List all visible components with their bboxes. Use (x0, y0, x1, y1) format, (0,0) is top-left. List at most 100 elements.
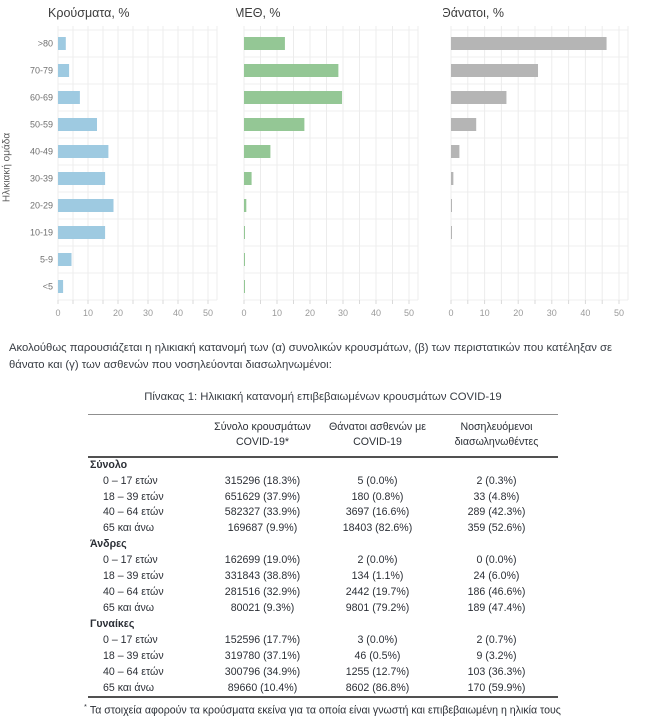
table-cell: 5 (0.0%) (357, 474, 398, 487)
table-cell: 3697 (16.6%) (345, 506, 410, 519)
bar (58, 199, 114, 212)
bar (451, 118, 477, 131)
bar (451, 145, 460, 158)
cases-chart-svg: Κρούσματα, % 0 10 20 30 40 50 >80 70-79 60-69 50-5… (30, 6, 218, 318)
x-tick-label: 50 (404, 308, 414, 318)
table-cell: 331843 (38.8%) (224, 570, 301, 583)
table-cell: 3 (0.0%) (357, 633, 398, 646)
table-cell: 0 – 17 ετών (103, 554, 158, 567)
table-row: 65 και άνω 80021 (9.3%) 9801 (79.2%) 189 (4… (88, 601, 558, 617)
category-label: 60-69 (30, 93, 53, 103)
x-tick-label: 20 (513, 308, 523, 318)
x-tick-label: 50 (203, 308, 213, 318)
x-tick-label: 40 (580, 308, 590, 318)
bar (58, 226, 106, 239)
x-tick-label: 0 (241, 308, 246, 318)
bar (451, 91, 507, 104)
table-cell: 18 – 39 ετών (103, 570, 164, 583)
x-tick-label: 0 (55, 308, 60, 318)
table-caption: Πίνακας 1: Ηλικιακή κατανομή επιβεβαιωμέ… (144, 390, 502, 403)
table-cell: 9801 (79.2%) (345, 602, 410, 615)
category-label: 10-19 (30, 228, 53, 238)
table-cell: 186 (46.6%) (467, 586, 526, 599)
bar (244, 280, 245, 293)
table-cell: 80021 (9.3%) (230, 602, 295, 615)
table-row: 18 – 39 ετών 331843 (38.8%) 134 (1.1%) 24 (… (88, 569, 558, 585)
table-row: 0 – 17 ετών 152596 (17.7%) 3 (0.0%) 2 (0.7%… (88, 633, 558, 649)
table-cell: 281516 (32.9%) (224, 586, 301, 599)
table-cell: 651629 (37.9%) (224, 490, 301, 503)
table-cell: 65 και άνω (103, 681, 155, 694)
bar (58, 37, 66, 50)
x-tick-label: 50 (614, 308, 624, 318)
table-body: Σύνολο 0 – 17 ετών 315296 (18.3%) 5 (0.0%) 2… (88, 457, 558, 698)
cases-chart: Κρούσματα, % 0 10 20 30 40 50 >80 70-79 60-69 50-5… (24, 0, 226, 329)
x-tick-label: 10 (272, 308, 282, 318)
deaths-chart: Θάνατοι, % 0 10 20 30 40 50 (441, 0, 633, 329)
table-section-row: Γυναίκες (88, 617, 558, 633)
table-cell: 582327 (33.9%) (224, 506, 301, 519)
data-table: Σύνολο κρουσμάτων COVID-19* Θάνατοι ασθεν… (88, 413, 558, 699)
table-cell: 319780 (37.1%) (224, 649, 301, 662)
table-row: 0 – 17 ετών 315296 (18.3%) 5 (0.0%) 2 (0.3%… (88, 473, 558, 489)
chart-title: ΜΕΘ, % (236, 6, 281, 20)
x-tick-label: 40 (371, 308, 381, 318)
table-footnote: * Τα στοιχεία αφορούν τα κρούσματα εκείνα… (84, 702, 562, 717)
bar (244, 118, 305, 131)
bar (451, 37, 607, 50)
x-tick-label: 20 (113, 308, 123, 318)
bar (58, 280, 64, 293)
table-cell: 18 – 39 ετών (103, 649, 164, 662)
bar (244, 199, 247, 212)
x-tick-label: 30 (143, 308, 153, 318)
chart-title: Θάνατοι, % (443, 6, 504, 20)
table-cell: 8602 (86.8%) (345, 681, 410, 694)
bar (58, 172, 106, 185)
x-tick-label: 0 (448, 308, 453, 318)
bar (58, 91, 80, 104)
table-cell: 33 (4.8%) (473, 490, 520, 503)
table-row: 18 – 39 ετών 651629 (37.9%) 180 (0.8%) 33 (… (88, 489, 558, 505)
table-cell: 315296 (18.3%) (224, 474, 301, 487)
table-row: 18 – 39 ετών 319780 (37.1%) 46 (0.5%) 9 (3.… (88, 649, 558, 665)
bar (244, 172, 252, 185)
table-cell: 24 (6.0%) (473, 570, 520, 583)
category-label: 70-79 (30, 66, 53, 76)
table-cell: 9 (3.2%) (476, 649, 517, 662)
table-cell: 359 (52.6%) (467, 522, 526, 535)
intro-paragraph: Ακολούθως παρουσιάζεται η ηλικιακή καταν… (9, 342, 613, 371)
bar (58, 64, 70, 77)
table-wrap: Σύνολο κρουσμάτων COVID-19* Θάνατοι ασθεν… (88, 413, 558, 699)
section-name: Άνδρες (90, 538, 127, 551)
table-cell: 162699 (19.0%) (224, 554, 301, 567)
table-cell: 180 (0.8%) (351, 490, 404, 503)
x-tick-label: 30 (338, 308, 348, 318)
bar (451, 172, 454, 185)
table-row: 40 – 64 ετών 582327 (33.9%) 3697 (16.6%) 28… (88, 505, 558, 521)
header-cell-blank (88, 414, 205, 458)
table-cell: 40 – 64 ετών (103, 586, 164, 599)
header-cell: Σύνολο κρουσμάτων COVID-19* (205, 414, 320, 458)
bar (244, 145, 271, 158)
x-tick-label: 30 (547, 308, 557, 318)
bar (451, 199, 452, 212)
category-label: <5 (43, 282, 53, 292)
table-cell: 2 (0.0%) (357, 554, 398, 567)
category-label: 50-59 (30, 120, 53, 130)
bar (244, 253, 245, 266)
table-cell: 134 (1.1%) (351, 570, 404, 583)
table-header: Σύνολο κρουσμάτων COVID-19* Θάνατοι ασθεν… (88, 414, 558, 458)
table-cell: 65 και άνω (103, 522, 155, 535)
table-section-row: Σύνολο (88, 457, 558, 474)
table-cell: 169687 (9.9%) (227, 522, 298, 535)
bar (451, 226, 452, 239)
table-cell: 1255 (12.7%) (345, 665, 410, 678)
header-cell: Θάνατοι ασθενών με COVID-19 (320, 414, 435, 458)
table-cell: 65 και άνω (103, 602, 155, 615)
category-label: >80 (38, 39, 53, 49)
x-tick-label: 20 (305, 308, 315, 318)
bar (244, 37, 285, 50)
covid-age-distribution-figure: Ηλικιακή ομάδα Κρούσματα, % 0 10 20 30 40 50 >8… (0, 0, 646, 328)
footnote-marker: * (84, 702, 87, 712)
